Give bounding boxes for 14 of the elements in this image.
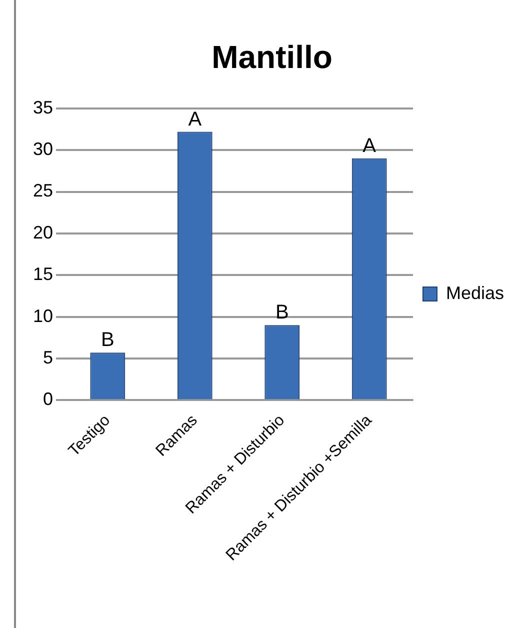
annotation: A: [362, 134, 377, 157]
y-tick-label: 0: [43, 389, 54, 410]
y-tick-label: 20: [32, 222, 54, 242]
annotation: B: [100, 329, 114, 352]
annotation: A: [188, 108, 202, 130]
y-tick-label: 10: [32, 306, 54, 326]
annotation: B: [275, 302, 289, 324]
y-tick-label: 15: [32, 264, 54, 284]
legend-label: Medias: [446, 282, 504, 303]
y-tick-label: 35: [32, 97, 54, 118]
y-tick-label: 25: [32, 180, 54, 201]
y-tick-label: 30: [32, 139, 54, 160]
chart-title: Mantillo: [212, 39, 332, 76]
y-tick-label: 5: [43, 347, 54, 368]
